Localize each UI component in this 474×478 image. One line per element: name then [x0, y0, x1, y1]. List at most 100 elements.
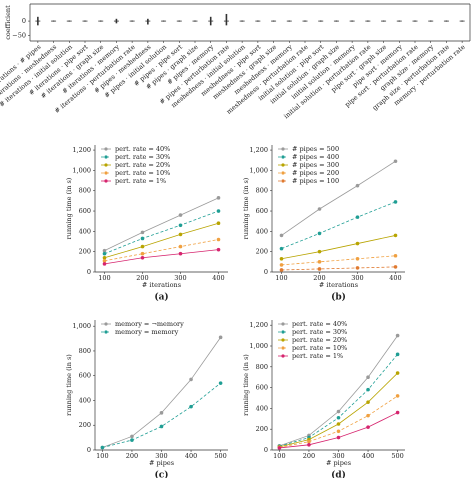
point: [336, 435, 341, 440]
legend-label: pert. rate = 20%: [292, 336, 347, 344]
caption: (c): [155, 470, 169, 478]
legend-marker: [104, 322, 108, 326]
y-tick-label: 600: [256, 207, 268, 215]
point: [355, 256, 360, 261]
point: [178, 244, 183, 249]
y-tick-label: 800: [79, 187, 91, 195]
point: [355, 183, 360, 188]
y-tick-label: 1,000: [72, 166, 91, 174]
point: [279, 263, 284, 267]
y-tick-label: 400: [256, 404, 268, 412]
x-tick-label: 300: [174, 274, 186, 282]
x-tick-label: 100: [98, 274, 110, 282]
legend-label: # pipes = 300: [292, 161, 339, 169]
point: [140, 251, 145, 256]
point: [336, 409, 341, 414]
x-tick-label: 200: [126, 452, 138, 460]
x-tick-label: 300: [332, 452, 344, 460]
point: [130, 438, 134, 442]
point: [130, 434, 134, 439]
x-tick-label: 200: [136, 274, 148, 282]
point: [100, 445, 105, 450]
y-tick-label: 200: [256, 248, 268, 256]
legend-label: # pipes = 400: [292, 153, 339, 161]
x-tick-label: 300: [155, 452, 167, 460]
y-tick-label: 400: [256, 227, 268, 235]
y-tick-label: −50: [12, 31, 26, 39]
point: [189, 377, 193, 382]
point: [216, 196, 221, 200]
point: [317, 260, 322, 264]
x-tick-label: 400: [362, 452, 374, 460]
point: [366, 425, 370, 429]
y-axis-label: running time (in s): [242, 354, 250, 416]
legend-label: pert. rate = 1%: [292, 352, 343, 360]
y-tick-label: 1,000: [249, 166, 268, 174]
x-tick-label: 100: [96, 452, 108, 460]
point: [279, 268, 284, 272]
legend-label: # pipes = 200: [292, 169, 339, 177]
legend-marker: [104, 171, 108, 175]
legend-label: pert. rate = 10%: [115, 169, 170, 177]
y-tick-label: 1,000: [249, 342, 268, 350]
y-tick-label: 400: [79, 227, 91, 235]
y-tick-label: 200: [79, 421, 91, 429]
point: [355, 266, 360, 270]
x-tick-label: 500: [391, 452, 403, 460]
point: [366, 413, 370, 418]
legend-marker: [281, 322, 285, 326]
y-tick-label: 1,200: [249, 146, 268, 154]
x-tick-label: 400: [389, 274, 401, 282]
point: [393, 265, 398, 269]
point: [140, 244, 145, 249]
y-tick-label: 0: [264, 268, 268, 276]
legend-marker: [281, 354, 285, 358]
point: [102, 255, 107, 260]
point: [366, 375, 370, 380]
legend-marker: [281, 163, 285, 167]
x-axis-label: # pipes: [326, 459, 351, 467]
series-line: [104, 210, 219, 255]
series-line: [281, 255, 396, 266]
x-tick-label: 200: [303, 452, 315, 460]
point: [178, 232, 183, 237]
legend-label: pert. rate = 40%: [115, 145, 170, 153]
series-line: [104, 249, 219, 265]
y-tick-label: 600: [256, 384, 268, 392]
y-tick-label: 600: [79, 372, 91, 380]
legend-label: pert. rate = 10%: [292, 344, 347, 352]
point: [395, 333, 400, 338]
caption: (d): [331, 470, 346, 478]
y-tick-label: 800: [256, 187, 268, 195]
point: [355, 215, 360, 219]
point: [395, 394, 400, 398]
point: [317, 249, 322, 254]
x-tick-label: 100: [275, 274, 287, 282]
y-axis-label: running time (in s): [65, 177, 73, 239]
point: [102, 248, 107, 253]
point: [279, 246, 284, 251]
point: [102, 259, 107, 263]
legend-label: pert. rate = 30%: [292, 328, 347, 336]
point: [317, 231, 322, 236]
point: [317, 207, 322, 211]
caption: (a): [154, 292, 168, 303]
point: [178, 223, 183, 228]
point: [216, 237, 221, 242]
series-line: [281, 266, 396, 271]
legend-marker: [281, 171, 285, 175]
point: [393, 253, 398, 258]
point: [140, 236, 145, 241]
point: [102, 262, 107, 266]
point: [393, 159, 398, 164]
series-line: [281, 201, 396, 250]
y-tick-label: 0: [87, 446, 91, 454]
point: [366, 400, 370, 404]
y-tick-label: 800: [79, 347, 91, 355]
legend-marker: [104, 179, 108, 183]
x-tick-label: 100: [273, 452, 285, 460]
y-tick-label: 0: [22, 17, 26, 25]
x-axis-label: # iterations: [142, 281, 181, 289]
series-line: [281, 235, 396, 260]
